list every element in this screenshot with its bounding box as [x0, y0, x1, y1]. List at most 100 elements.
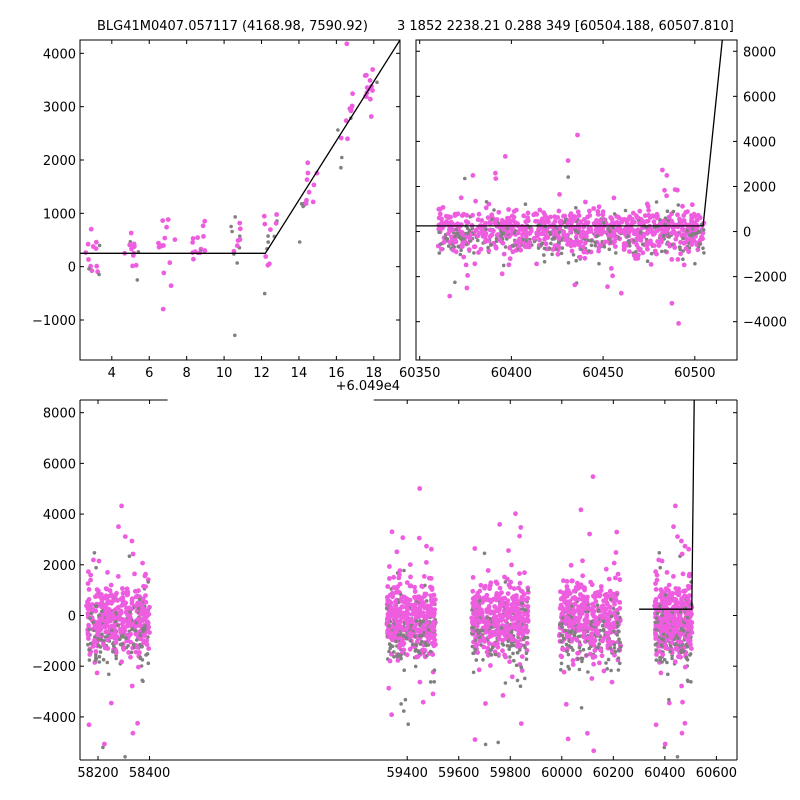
data-point-secondary — [638, 231, 643, 235]
data-point — [414, 654, 419, 660]
data-point — [525, 618, 531, 624]
data-point — [569, 213, 575, 219]
data-point — [629, 216, 635, 222]
data-point — [614, 615, 620, 621]
data-point — [96, 558, 102, 564]
data-point — [568, 562, 574, 568]
data-point — [651, 219, 657, 225]
data-point — [564, 584, 570, 589]
data-point-secondary — [518, 684, 523, 688]
data-point — [591, 206, 597, 211]
data-point — [130, 730, 136, 736]
data-point — [172, 237, 178, 243]
data-point — [569, 637, 575, 642]
data-point — [658, 233, 663, 239]
data-point — [461, 240, 466, 246]
data-point — [497, 522, 503, 527]
data-point — [572, 596, 578, 602]
data-point — [663, 608, 669, 614]
data-point-secondary — [653, 620, 657, 625]
data-point-secondary — [561, 636, 566, 641]
data-point — [452, 211, 458, 217]
data-point-secondary — [577, 667, 582, 672]
data-point — [664, 173, 670, 178]
data-point — [509, 606, 515, 611]
data-point — [533, 211, 538, 217]
data-point — [370, 88, 375, 93]
data-point-secondary — [542, 253, 546, 257]
data-point — [476, 250, 481, 255]
data-point — [144, 642, 150, 647]
data-point — [563, 614, 569, 620]
data-point-secondary — [100, 632, 104, 636]
data-point-secondary — [135, 278, 140, 282]
data-point — [489, 232, 495, 238]
data-point — [134, 632, 140, 638]
data-point — [145, 620, 151, 626]
data-point — [570, 658, 576, 663]
data-point — [119, 659, 124, 665]
data-point — [168, 283, 174, 289]
data-point — [561, 229, 567, 235]
data-point — [85, 611, 91, 616]
y-tick-label: −2000 — [743, 271, 787, 286]
data-point-secondary — [549, 241, 553, 246]
data-point-secondary — [413, 649, 418, 653]
data-point — [537, 226, 543, 232]
data-point-secondary — [520, 601, 524, 606]
data-point — [593, 615, 599, 620]
y-tick-label: 4000 — [743, 135, 776, 150]
data-point — [543, 241, 549, 247]
data-point-secondary — [101, 745, 105, 750]
data-point — [636, 237, 642, 242]
data-point — [506, 582, 512, 588]
data-point — [392, 630, 397, 635]
data-point — [500, 648, 505, 654]
data-point-secondary — [93, 658, 98, 663]
data-point — [202, 248, 208, 253]
data-point — [400, 610, 405, 616]
data-point-secondary — [111, 649, 115, 654]
data-point — [524, 640, 530, 646]
data-point — [160, 243, 165, 249]
data-point — [681, 218, 687, 224]
y-tick-label: 3000 — [43, 101, 76, 116]
data-point — [597, 218, 603, 224]
data-point — [571, 610, 577, 615]
y-tick-label: 6000 — [43, 457, 76, 472]
data-point — [338, 135, 344, 141]
data-point — [122, 628, 127, 634]
x-tick-label: 59400 — [387, 766, 428, 781]
data-point-secondary — [663, 593, 668, 597]
data-point — [558, 596, 564, 602]
data-point — [590, 474, 596, 480]
data-point — [606, 617, 612, 622]
data-point — [507, 659, 512, 665]
data-point-secondary — [652, 225, 657, 230]
data-point-secondary — [595, 234, 599, 238]
data-point-secondary — [446, 244, 451, 248]
data-point — [494, 217, 500, 222]
data-point — [424, 560, 429, 565]
data-point — [401, 647, 407, 653]
data-point — [428, 576, 434, 581]
data-point — [680, 699, 685, 705]
data-point — [478, 607, 483, 613]
data-point-secondary — [86, 642, 90, 647]
data-point-secondary — [526, 588, 530, 593]
data-point — [691, 211, 697, 217]
data-point — [475, 233, 481, 239]
data-point — [603, 566, 609, 572]
data-point — [102, 645, 108, 651]
data-point-secondary — [93, 604, 98, 608]
data-point-secondary — [612, 629, 616, 634]
data-point — [394, 626, 399, 632]
data-point-secondary — [101, 657, 106, 662]
data-point — [519, 654, 525, 659]
data-point — [662, 187, 667, 193]
data-point — [386, 685, 392, 691]
data-point-secondary — [566, 175, 570, 179]
data-point-secondary — [126, 644, 130, 648]
data-point — [616, 215, 622, 221]
data-point-secondary — [684, 655, 689, 660]
